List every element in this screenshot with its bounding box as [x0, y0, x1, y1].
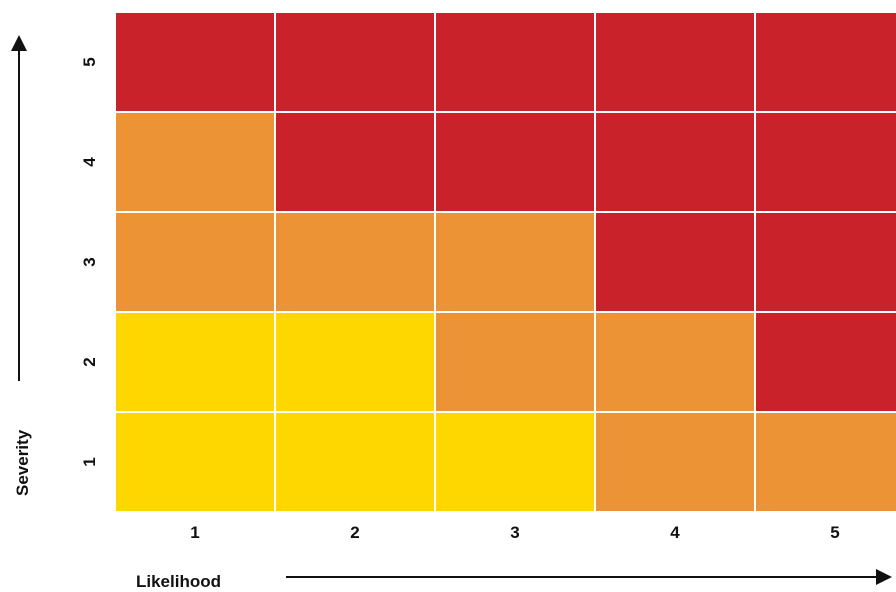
heatmap-cell-sev-5-like-3: [436, 13, 594, 111]
x-tick-label: 3: [510, 523, 519, 542]
heatmap-cell-sev-1-like-1: [116, 413, 274, 511]
heatmap-cell-sev-4-like-1: [116, 113, 274, 211]
heatmap-cell-sev-2-like-3: [436, 313, 594, 411]
heatmap-cell-sev-1-like-3: [436, 413, 594, 511]
heatmap-cell-sev-5-like-4: [596, 13, 754, 111]
heatmap-cell-sev-4-like-2: [276, 113, 434, 211]
heatmap-cell-sev-3-like-5: [756, 213, 896, 311]
y-axis-title: Severity: [13, 429, 32, 496]
heatmap-cell-sev-5-like-5: [756, 13, 896, 111]
x-tick-label: 4: [670, 523, 680, 542]
y-axis-ticks: 1 2 3 4 5: [80, 57, 99, 466]
heatmap-cell-sev-2-like-2: [276, 313, 434, 411]
y-tick-label: 1: [80, 457, 99, 466]
x-axis-title: Likelihood: [136, 572, 221, 591]
x-tick-label: 1: [190, 523, 199, 542]
y-tick-label: 2: [80, 357, 99, 366]
heatmap-cell-sev-4-like-3: [436, 113, 594, 211]
heatmap-cell-sev-1-like-2: [276, 413, 434, 511]
heatmap-cell-sev-3-like-4: [596, 213, 754, 311]
heatmap-cells: [116, 13, 896, 511]
heatmap-cell-sev-5-like-1: [116, 13, 274, 111]
heatmap-cell-sev-2-like-1: [116, 313, 274, 411]
heatmap-cell-sev-3-like-2: [276, 213, 434, 311]
heatmap-cell-sev-4-like-4: [596, 113, 754, 211]
heatmap-cell-sev-1-like-4: [596, 413, 754, 511]
heatmap-cell-sev-3-like-1: [116, 213, 274, 311]
y-tick-label: 4: [80, 157, 99, 167]
heatmap-cell-sev-2-like-4: [596, 313, 754, 411]
x-tick-label: 2: [350, 523, 359, 542]
heatmap-cell-sev-4-like-5: [756, 113, 896, 211]
x-tick-label: 5: [830, 523, 839, 542]
heatmap-cell-sev-2-like-5: [756, 313, 896, 411]
y-tick-label: 3: [80, 257, 99, 266]
heatmap-cell-sev-5-like-2: [276, 13, 434, 111]
y-tick-label: 5: [80, 57, 99, 66]
heatmap-cell-sev-3-like-3: [436, 213, 594, 311]
x-axis-ticks: 1 2 3 4 5: [190, 523, 839, 542]
heatmap-cell-sev-1-like-5: [756, 413, 896, 511]
